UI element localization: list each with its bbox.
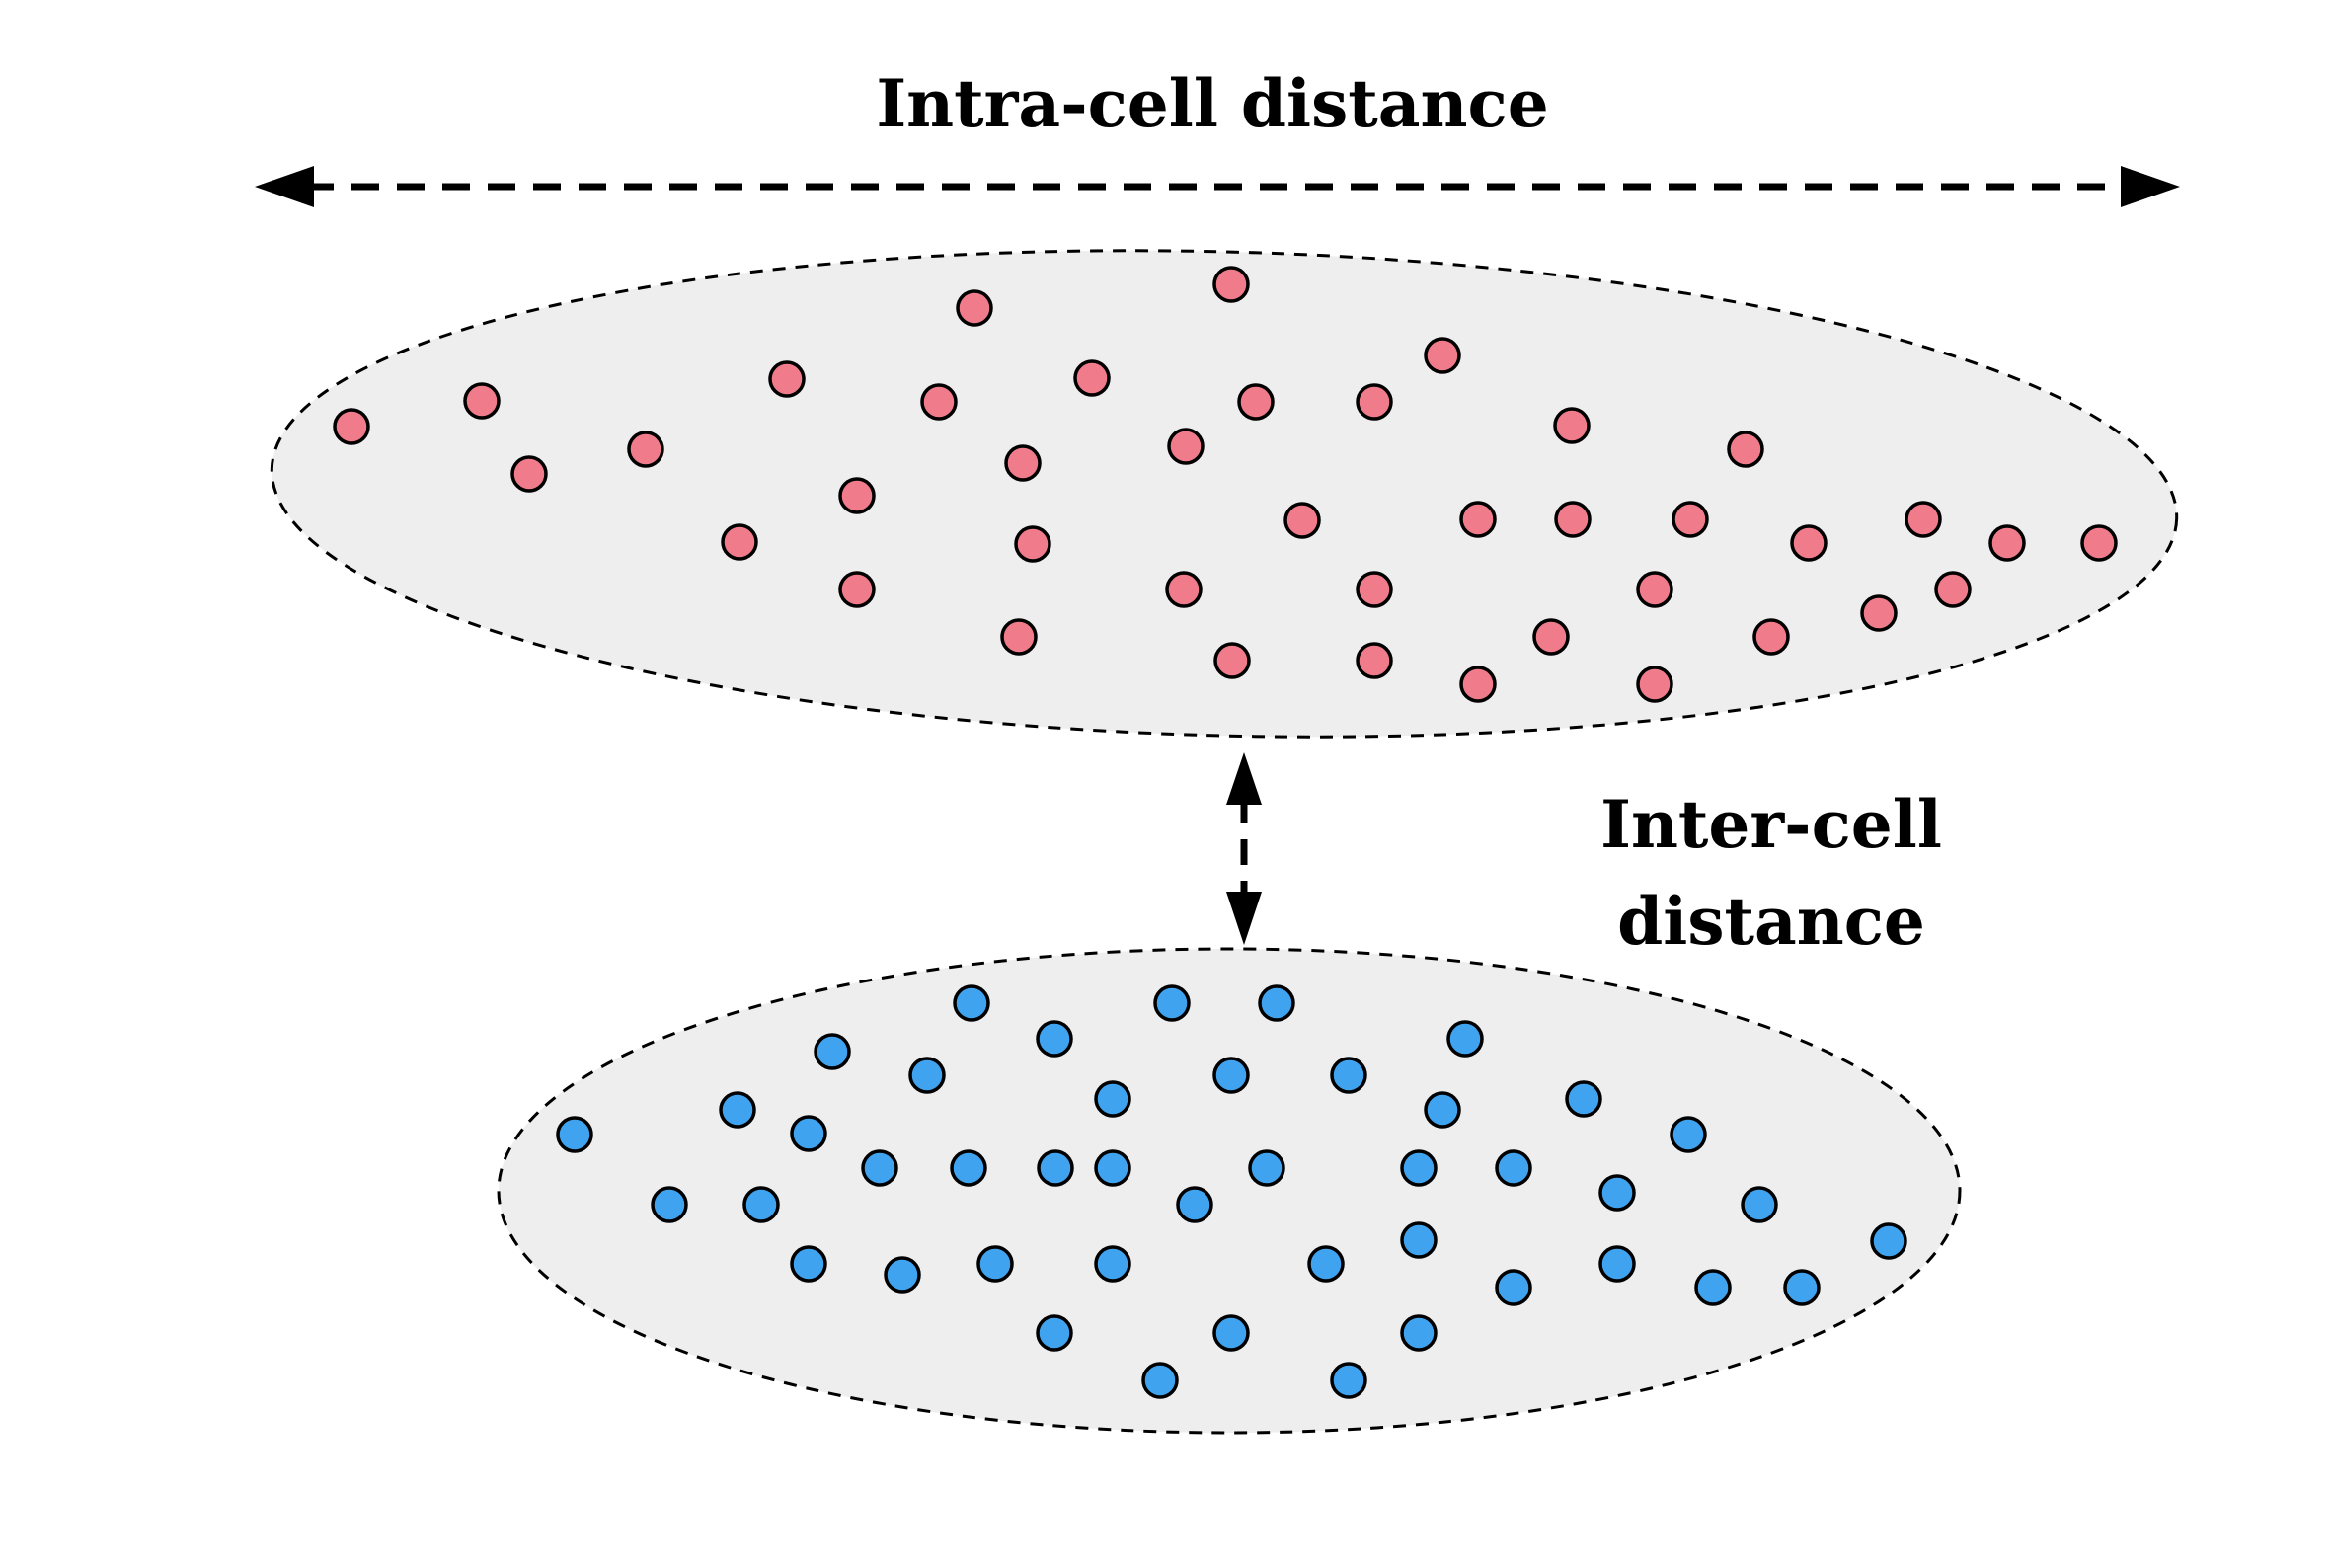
red-cluster-point	[1752, 618, 1790, 656]
red-cluster-point	[463, 382, 501, 420]
red-cluster-point	[1532, 618, 1570, 656]
red-cluster-point	[1356, 383, 1393, 421]
blue-cluster-point	[1424, 1091, 1461, 1129]
red-cluster	[270, 249, 2179, 739]
red-cluster-point	[1073, 359, 1111, 397]
blue-cluster-point	[908, 1057, 946, 1094]
red-cluster-point	[920, 383, 958, 421]
blue-cluster-point	[1495, 1149, 1532, 1187]
blue-cluster-point	[1307, 1245, 1345, 1283]
blue-cluster-point	[1153, 984, 1191, 1022]
intra-cell-label: Intra-cell distance	[876, 65, 1548, 142]
red-cluster-point	[1283, 502, 1321, 539]
red-cluster-point	[1356, 642, 1393, 679]
red-cluster-point	[838, 477, 876, 514]
blue-cluster-point	[861, 1149, 898, 1187]
red-cluster-point	[1934, 571, 1972, 608]
blue-cluster-point	[1741, 1186, 1778, 1223]
red-cluster-point	[1988, 524, 2026, 562]
red-cluster-point	[627, 431, 664, 468]
blue-cluster-point	[1330, 1362, 1367, 1399]
blue-cluster-point	[1400, 1149, 1438, 1187]
red-cluster-point	[1554, 501, 1592, 538]
red-cluster-point	[1790, 524, 1828, 562]
blue-cluster-point	[1094, 1080, 1131, 1118]
blue-cluster-point	[1598, 1174, 1636, 1212]
blue-cluster-point	[1670, 1116, 1707, 1153]
red-cluster-point	[1212, 266, 1250, 303]
red-cluster-point	[1213, 642, 1251, 679]
red-cluster-point	[721, 523, 758, 561]
blue-cluster-point	[651, 1186, 688, 1223]
red-cluster-point	[1459, 666, 1497, 703]
blue-cluster-point	[1036, 1314, 1073, 1352]
red-cluster-point	[956, 289, 993, 327]
blue-cluster-point	[1495, 1269, 1532, 1306]
red-cluster-point	[510, 455, 548, 493]
blue-cluster-point	[1598, 1245, 1636, 1283]
blue-cluster-point	[884, 1256, 921, 1294]
blue-cluster-point	[719, 1091, 756, 1129]
blue-cluster-point	[1036, 1020, 1073, 1058]
red-cluster-point	[768, 360, 806, 398]
blue-cluster-point	[1176, 1186, 1213, 1223]
red-cluster-point	[1459, 501, 1497, 538]
blue-cluster-point	[790, 1115, 827, 1152]
red-cluster-point	[333, 408, 370, 445]
red-cluster-point	[1165, 571, 1203, 608]
inter-cell-label-line1: Inter-cell	[1600, 786, 1942, 863]
red-cluster-point	[1356, 571, 1393, 608]
blue-cluster-point	[742, 1186, 780, 1223]
red-cluster-point	[1004, 444, 1042, 482]
red-cluster-point	[1905, 501, 1942, 538]
blue-cluster-point	[1783, 1269, 1821, 1306]
blue-cluster-point	[1400, 1314, 1438, 1352]
blue-cluster-point	[976, 1245, 1014, 1283]
red-cluster-point	[1636, 666, 1673, 703]
red-cluster-point	[1167, 428, 1205, 465]
blue-cluster-point	[1330, 1057, 1367, 1094]
blue-cluster-point	[1094, 1149, 1131, 1187]
blue-cluster-point	[556, 1116, 593, 1153]
red-cluster-boundary	[270, 249, 2179, 739]
blue-cluster-point	[1141, 1362, 1179, 1399]
blue-cluster-point	[1400, 1221, 1438, 1259]
blue-cluster-point	[1446, 1020, 1484, 1058]
blue-cluster-boundary	[497, 947, 1962, 1435]
blue-cluster-point	[1037, 1149, 1074, 1187]
blue-cluster-point	[1870, 1222, 1907, 1260]
red-cluster-point	[2080, 524, 2118, 562]
blue-cluster-point	[790, 1245, 827, 1283]
blue-cluster-point	[1248, 1149, 1285, 1187]
red-cluster-point	[838, 571, 876, 608]
red-cluster-point	[1424, 337, 1461, 374]
intra-cell-arrow	[255, 166, 2180, 207]
red-cluster-point	[1727, 431, 1764, 468]
blue-cluster-point	[953, 984, 990, 1022]
red-cluster-point	[1237, 383, 1275, 421]
blue-cluster-point	[950, 1149, 987, 1187]
red-cluster-point	[1860, 594, 1898, 632]
blue-cluster-point	[1212, 1057, 1250, 1094]
blue-cluster-point	[1694, 1269, 1732, 1306]
inter-cell-label-line2: distance	[1617, 883, 1925, 960]
blue-cluster-point	[814, 1033, 851, 1070]
inter-cell-arrow	[1226, 752, 1262, 945]
red-cluster-point	[1672, 501, 1709, 538]
red-cluster-point	[1014, 525, 1051, 563]
red-cluster-point	[1553, 407, 1591, 444]
blue-cluster-point	[1094, 1245, 1131, 1283]
blue-cluster-point	[1258, 984, 1295, 1022]
red-cluster-point	[1636, 571, 1673, 608]
blue-cluster	[497, 947, 1962, 1435]
blue-cluster-point	[1212, 1314, 1250, 1352]
blue-cluster-point	[1565, 1080, 1602, 1118]
red-cluster-point	[1000, 618, 1038, 656]
